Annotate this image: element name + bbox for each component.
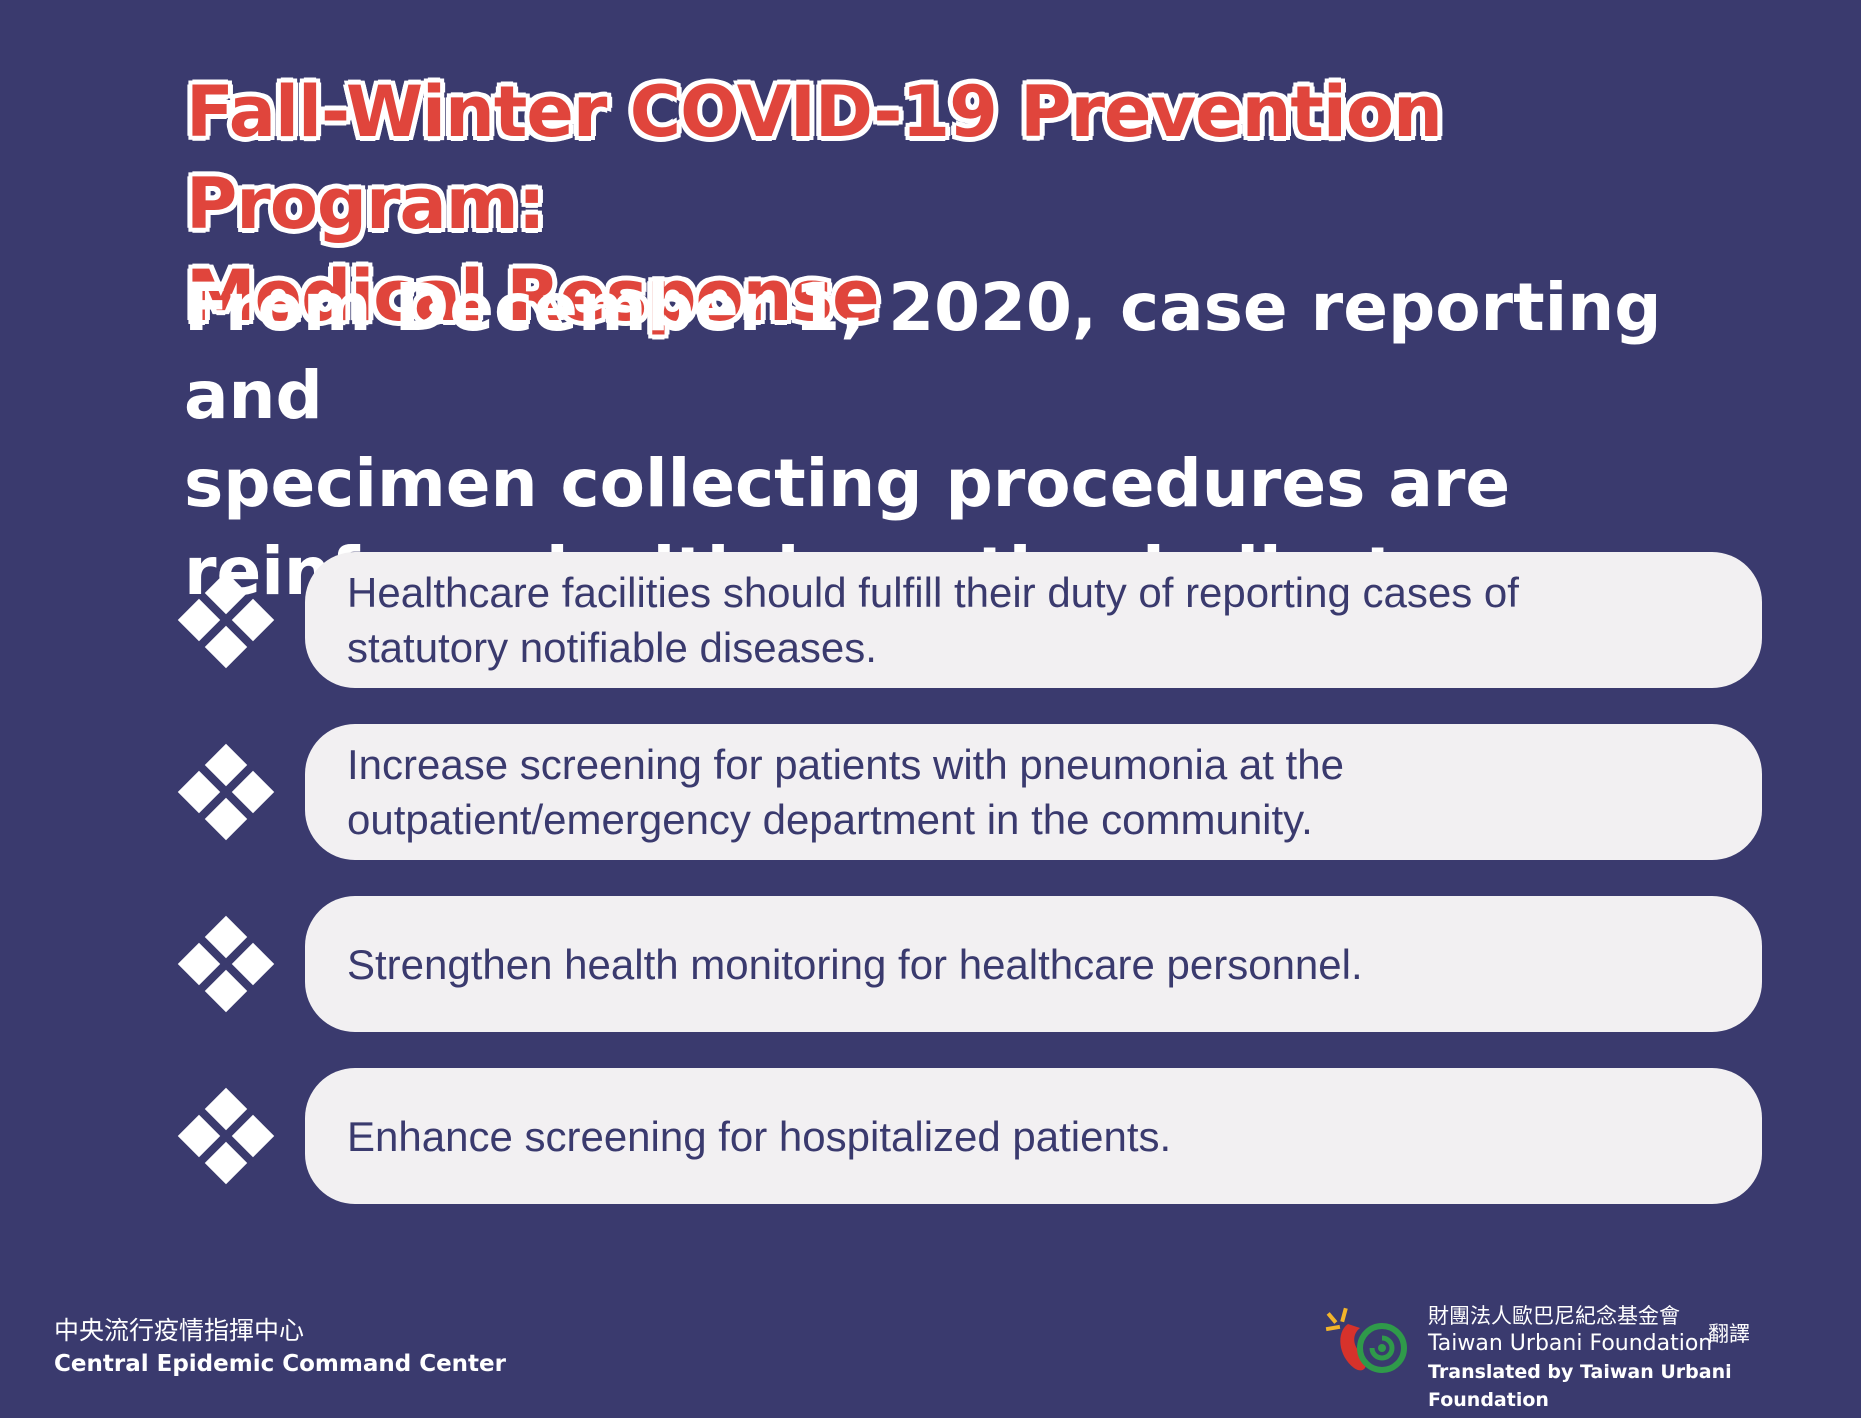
measure-text-line-2: statutory notifiable diseases. [347, 624, 877, 671]
diamond-bullet-icon [177, 915, 275, 1013]
foundation-name-english: Taiwan Urbani Foundation [1428, 1331, 1713, 1356]
measure-text: Enhance screening for hospitalized patie… [347, 1109, 1707, 1164]
foundation-name-chinese: 財團法人歐巴尼紀念基金會 [1428, 1304, 1680, 1328]
measure-box: Increase screening for patients with pne… [305, 724, 1762, 860]
list-item: Healthcare facilities should fulfill the… [0, 552, 1861, 688]
diamond-bullet-icon [177, 1087, 275, 1185]
measure-text: Strengthen health monitoring for healthc… [347, 937, 1707, 992]
subtitle-line-1: From December 1, 2020, case reporting an… [184, 269, 1662, 434]
measure-text-line-1: Enhance screening for hospitalized patie… [347, 1112, 1172, 1160]
measure-text: Healthcare facilities should fulfill the… [347, 565, 1707, 675]
page-subtitle: From December 1, 2020, case reporting an… [184, 264, 1804, 616]
title-line-1: Fall-Winter COVID-19 Prevention Program: [186, 71, 1443, 245]
diamond-bullet-icon [177, 571, 275, 669]
translator-credit: 財團法人歐巴尼紀念基金會 Taiwan Urbani Foundation Tr… [1322, 1302, 1822, 1411]
diamond-bullet-icon [177, 743, 275, 841]
measure-text-line-1: Strengthen health monitoring for healthc… [347, 940, 1363, 988]
cecc-credit: 中央流行疫情指揮中心 Central Epidemic Command Cent… [54, 1314, 506, 1380]
translated-by-label: Translated by Taiwan Urbani Foundation [1428, 1361, 1732, 1411]
measure-text-line-2: outpatient/emergency department in the c… [347, 796, 1313, 843]
list-item: Enhance screening for hospitalized patie… [0, 1068, 1861, 1204]
list-item: Strengthen health monitoring for healthc… [0, 896, 1861, 1032]
measure-text-line-1: Healthcare facilities should fulfill the… [347, 569, 1519, 616]
measure-text: Increase screening for patients with pne… [347, 737, 1707, 847]
list-item: Increase screening for patients with pne… [0, 724, 1861, 860]
cecc-name-english: Central Epidemic Command Center [54, 1351, 506, 1377]
foundation-text: 財團法人歐巴尼紀念基金會 Taiwan Urbani Foundation Tr… [1428, 1302, 1822, 1414]
cecc-name-chinese: 中央流行疫情指揮中心 [54, 1316, 305, 1345]
measure-box: Healthcare facilities should fulfill the… [305, 552, 1762, 688]
measure-text-line-1: Increase screening for patients with pne… [347, 741, 1344, 788]
measure-box: Strengthen health monitoring for healthc… [305, 896, 1762, 1032]
subtitle-line-2: specimen collecting procedures are [184, 445, 1511, 522]
measure-box: Enhance screening for hospitalized patie… [305, 1068, 1762, 1204]
title-line-2: Medical Response [186, 255, 880, 337]
page-title: Fall-Winter COVID-19 Prevention Program:… [186, 66, 1806, 342]
translation-label-chinese: 翻譯 [1708, 1322, 1750, 1346]
foundation-logo-icon [1325, 1307, 1407, 1373]
